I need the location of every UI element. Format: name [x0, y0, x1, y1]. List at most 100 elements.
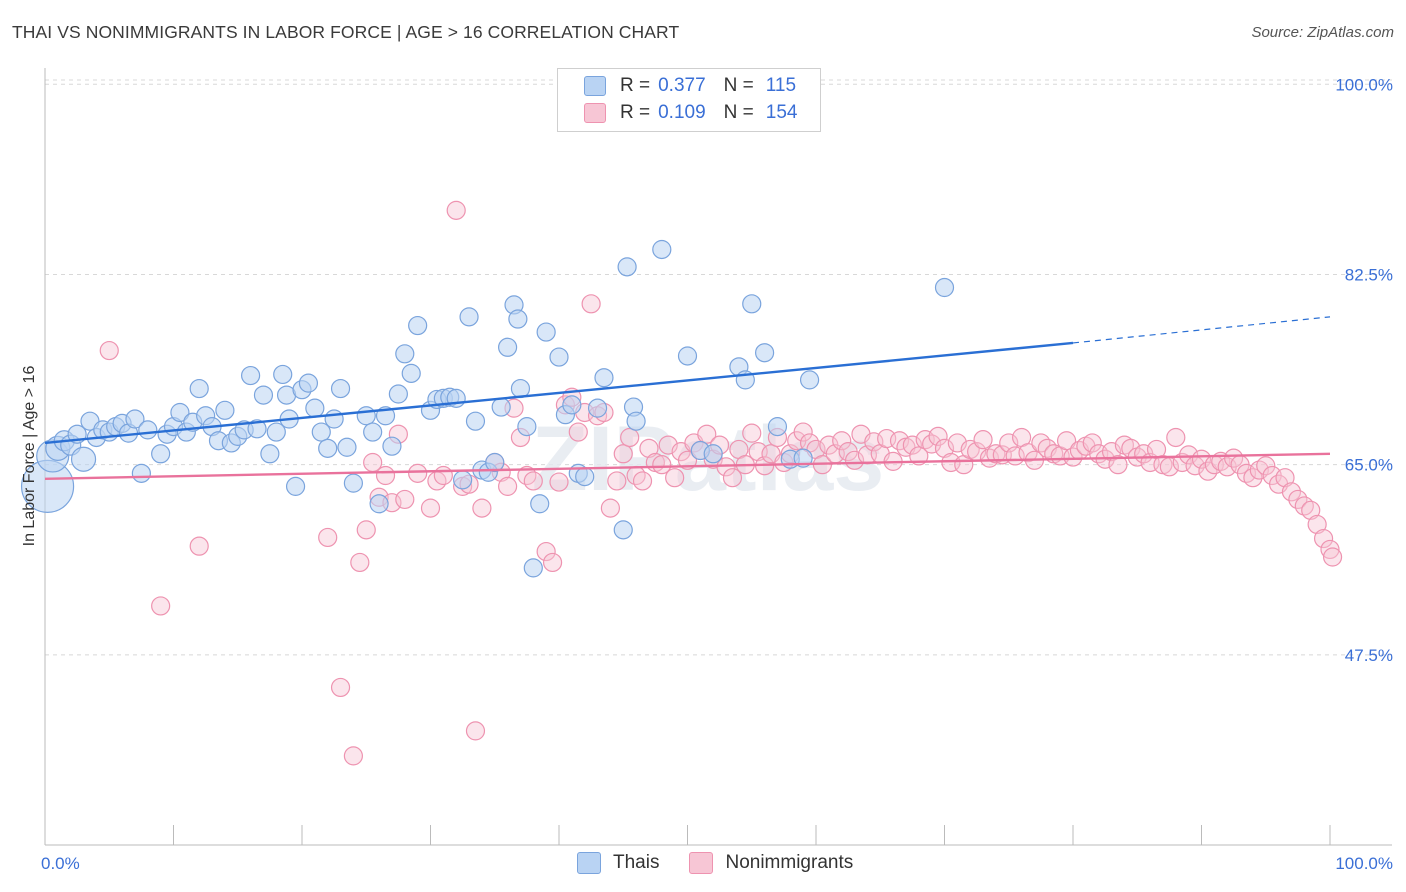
nonimmigrants-point: [909, 446, 929, 466]
nonimmigrants-point: [549, 472, 569, 492]
nonimmigrants-point: [395, 489, 415, 510]
nonimmigrants-point: [844, 450, 865, 470]
thais-point: [793, 448, 813, 468]
thais-point: [318, 438, 338, 458]
thais-point: [508, 309, 528, 329]
thais-swatch: [584, 76, 606, 96]
thais-point: [799, 370, 820, 390]
nonimmigrants-point: [465, 721, 486, 741]
nonimmigrants-point: [433, 465, 453, 486]
thais-point: [363, 422, 383, 442]
bottom-legend: Thais Nonimmigrants: [577, 852, 883, 874]
nonimmigrants-point: [607, 471, 627, 491]
thais-point: [70, 446, 97, 472]
nonimmigrants-point: [1179, 445, 1199, 465]
legend-n-label: N =: [723, 75, 754, 96]
thais-point: [517, 417, 537, 437]
nonimmigrants-point: [639, 438, 659, 458]
thais-point: [703, 444, 723, 464]
thais-point: [189, 378, 209, 399]
nonimmigrants-point: [1243, 468, 1263, 488]
thais-point: [767, 417, 788, 437]
thais-points: [20, 239, 955, 578]
y-tick-label: 65.0%: [1345, 456, 1393, 475]
nonimmigrants-point: [1301, 500, 1321, 520]
thais-point: [388, 384, 408, 404]
thais-point: [408, 315, 428, 336]
nonimmigrants-point: [350, 552, 370, 573]
thais-point: [253, 385, 274, 405]
thais-point: [369, 494, 389, 514]
thais-point: [498, 337, 518, 357]
nonimmigrants-point: [1191, 449, 1212, 469]
nonimmigrants-point: [1256, 456, 1276, 476]
nonimmigrants-point: [677, 450, 698, 470]
thais-point: [626, 411, 646, 431]
nonimmigrants-point: [1275, 468, 1295, 488]
nonimmigrants-point: [498, 476, 518, 496]
y-tick-label: 47.5%: [1345, 646, 1393, 665]
nonimmigrants-point: [420, 498, 441, 518]
thais-point: [465, 411, 486, 431]
nonimmigrants-point: [568, 422, 588, 442]
nonimmigrants-point: [697, 424, 717, 444]
thais-trend-line: [44, 341, 1074, 445]
bottom-legend-label: Thais: [613, 852, 660, 873]
nonimmigrants-point: [1307, 514, 1327, 535]
legend-row-nonimmigrants: R = 0.109 N = 154: [584, 100, 797, 126]
nonimmigrants-point: [922, 434, 942, 454]
source-label: Source: ZipAtlas.com: [1251, 24, 1394, 41]
nonimmigrants-point: [620, 427, 640, 448]
thais-point: [305, 398, 325, 418]
nonimmigrants-point: [1056, 431, 1077, 451]
legend-r-value: 0.109: [658, 102, 706, 123]
thais-point: [330, 378, 351, 399]
thais-point: [562, 395, 582, 415]
thais-point: [285, 476, 306, 496]
thais-point: [742, 294, 762, 314]
thais-point: [273, 364, 293, 385]
thais-point: [613, 520, 633, 540]
thais-point: [587, 398, 608, 418]
nonimmigrants-point: [1322, 547, 1343, 567]
nonimmigrants-point: [934, 438, 955, 458]
nonimmigrants-point: [343, 746, 363, 766]
legend-n-value: 115: [765, 75, 797, 96]
legend-n-value: 154: [765, 102, 798, 123]
nonimmigrants-point: [973, 430, 993, 450]
y-tick-label: 100.0%: [1335, 75, 1393, 94]
nonimmigrants-point: [793, 422, 813, 442]
nonimmigrants-point: [832, 431, 852, 451]
y-axis-label: In Labor Force | Age > 16: [21, 366, 38, 547]
trend-lines: [44, 316, 1331, 480]
nonimmigrants-point: [742, 423, 762, 443]
bottom-legend-nonimmigrants: Nonimmigrants: [689, 852, 853, 874]
thais-point: [594, 368, 614, 388]
thais-point: [311, 422, 331, 442]
nonimmigrants-point: [446, 200, 466, 220]
nonimmigrants-trend-line: [44, 452, 1331, 480]
nonimmigrants-point: [542, 552, 563, 573]
nonimmigrants-point: [600, 498, 621, 518]
thais-point: [343, 473, 363, 493]
nonimmigrants-point: [99, 340, 119, 361]
nonimmigrants-swatch: [584, 103, 606, 123]
nonimmigrants-point: [1320, 539, 1340, 560]
nonimmigrants-point: [318, 527, 338, 548]
thais-point: [337, 437, 357, 457]
chart-title: THAI VS NONIMMIGRANTS IN LABOR FORCE | A…: [12, 22, 680, 42]
nonimmigrants-point: [902, 435, 922, 455]
nonimmigrants-point: [722, 468, 743, 488]
nonimmigrants-point: [151, 596, 171, 616]
thais-point: [138, 420, 158, 440]
thais-point: [575, 467, 595, 487]
nonimmigrants-point: [1313, 528, 1334, 549]
thais-point: [241, 365, 261, 386]
thais-point: [523, 558, 543, 578]
nonimmigrants-point: [1018, 443, 1038, 463]
thais-point: [215, 400, 235, 420]
thais-point: [356, 406, 376, 426]
thais-point: [677, 346, 698, 366]
nonimmigrants-point: [581, 294, 601, 314]
